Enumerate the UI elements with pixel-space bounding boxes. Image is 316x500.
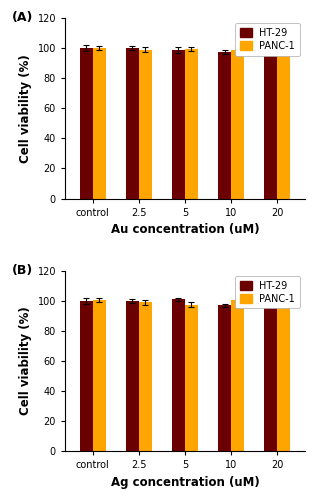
Y-axis label: Cell viability (%): Cell viability (%) <box>19 54 32 162</box>
Bar <box>218 306 231 452</box>
Bar <box>218 52 231 199</box>
Bar <box>139 302 152 452</box>
Bar <box>185 304 198 452</box>
Text: (A): (A) <box>12 11 33 24</box>
Bar <box>277 50 290 199</box>
Bar <box>231 50 244 199</box>
Bar <box>93 48 106 199</box>
Bar <box>126 48 139 199</box>
Legend: HT-29, PANC-1: HT-29, PANC-1 <box>235 276 300 308</box>
Text: (B): (B) <box>12 264 33 276</box>
Bar <box>264 48 277 199</box>
Bar <box>80 48 93 199</box>
Bar <box>231 300 244 452</box>
X-axis label: Ag concentration (uM): Ag concentration (uM) <box>111 476 259 489</box>
Bar <box>126 301 139 452</box>
Bar <box>264 306 277 452</box>
Bar <box>277 304 290 452</box>
Bar <box>93 300 106 452</box>
Bar <box>139 50 152 199</box>
Bar <box>80 301 93 452</box>
Bar <box>185 49 198 199</box>
Bar <box>172 300 185 452</box>
X-axis label: Au concentration (uM): Au concentration (uM) <box>111 223 259 236</box>
Legend: HT-29, PANC-1: HT-29, PANC-1 <box>235 23 300 56</box>
Y-axis label: Cell viability (%): Cell viability (%) <box>19 306 32 416</box>
Bar <box>172 50 185 199</box>
